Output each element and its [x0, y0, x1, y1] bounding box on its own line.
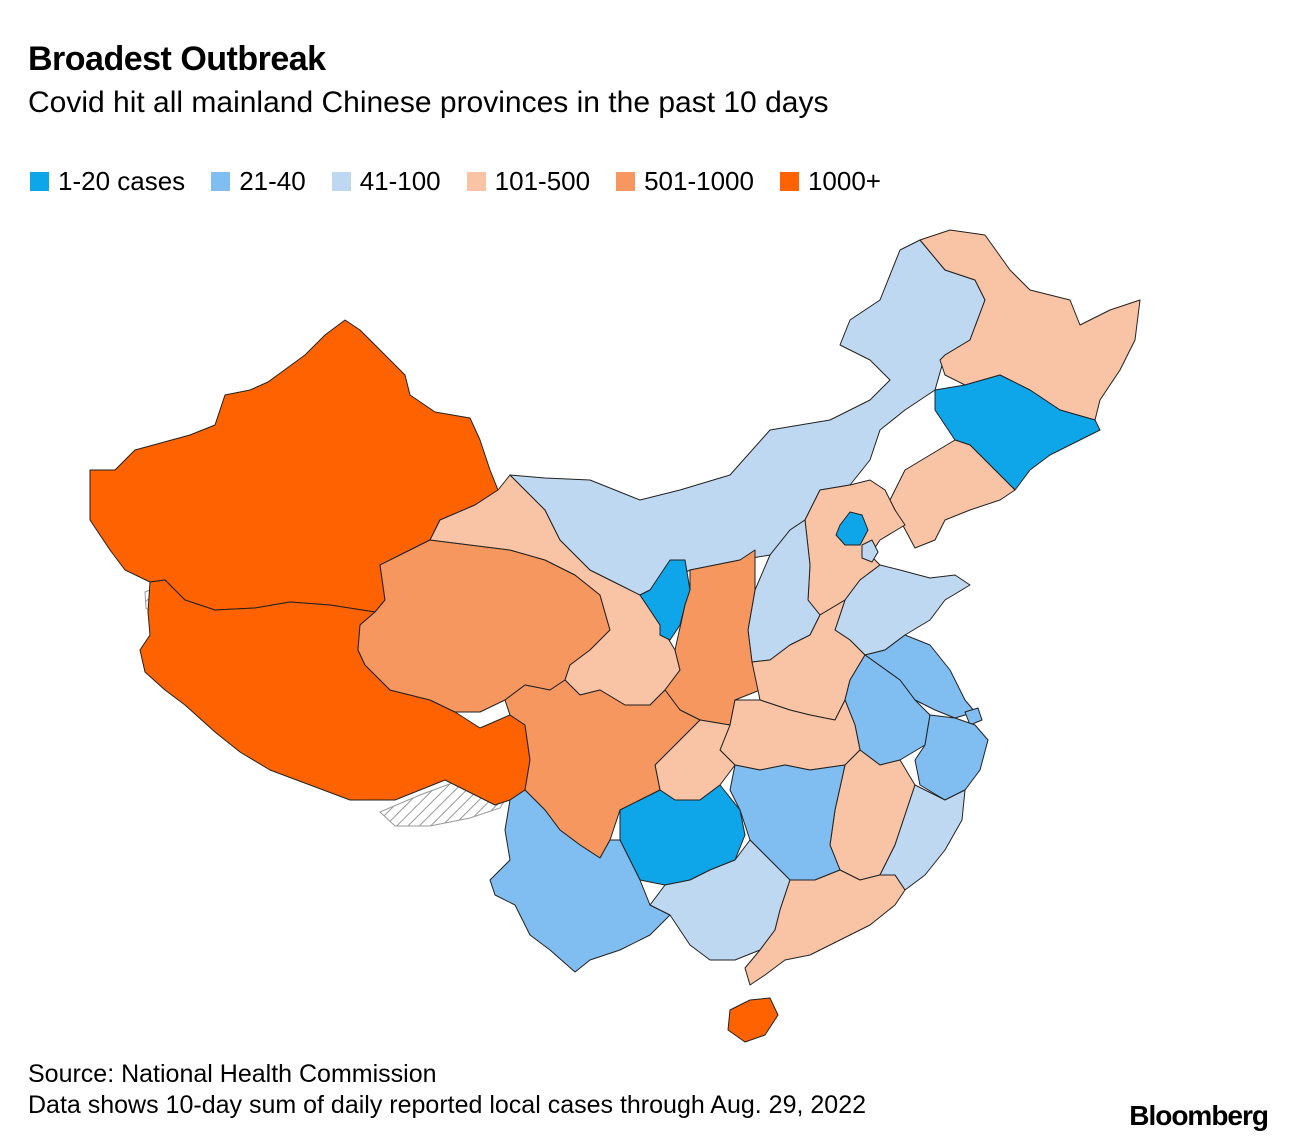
china-map: [89, 229, 1141, 1043]
region-tianjin: [861, 539, 879, 563]
region-beijing: [835, 511, 869, 546]
legend-item-501-1000: 501-1000: [616, 166, 754, 197]
legend-label: 41-100: [359, 166, 441, 196]
legend-label: 1-20 cases: [58, 166, 186, 196]
chart-subtitle: Covid hit all mainland Chinese provinces…: [28, 86, 829, 119]
region-shanghai: [964, 707, 983, 726]
region-guangdong: [744, 869, 906, 986]
legend-swatch: [211, 172, 231, 191]
legend-label: 101-500: [494, 166, 591, 196]
legend-item-21-40: 21-40: [211, 166, 306, 197]
legend-item-1-20: 1-20 cases: [30, 166, 185, 197]
legend-label: 1000+: [807, 166, 881, 196]
legend-item-1000-plus: 1000+: [779, 166, 881, 197]
legend-item-101-500: 101-500: [466, 166, 591, 197]
legend-swatch: [779, 172, 799, 191]
legend-label: 21-40: [239, 166, 306, 196]
source-note: Source: National Health Commission: [28, 1060, 437, 1088]
bloomberg-logo: Bloomberg: [1129, 1100, 1269, 1131]
legend-swatch: [331, 172, 351, 191]
legend: 1-20 cases 21-40 41-100 101-500 501-1000…: [30, 166, 907, 197]
region-hainan: [727, 997, 779, 1043]
data-note: Data shows 10-day sum of daily reported …: [28, 1091, 867, 1119]
region-yunnan: [489, 789, 671, 973]
legend-item-41-100: 41-100: [331, 166, 441, 197]
region-fujian: [879, 784, 966, 891]
legend-label: 501-1000: [644, 166, 754, 196]
legend-swatch: [30, 172, 49, 191]
region-zhejiang: [914, 714, 989, 801]
legend-swatch: [466, 172, 486, 191]
legend-swatch: [616, 172, 636, 191]
chart-title: Broadest Outbreak: [28, 40, 326, 78]
